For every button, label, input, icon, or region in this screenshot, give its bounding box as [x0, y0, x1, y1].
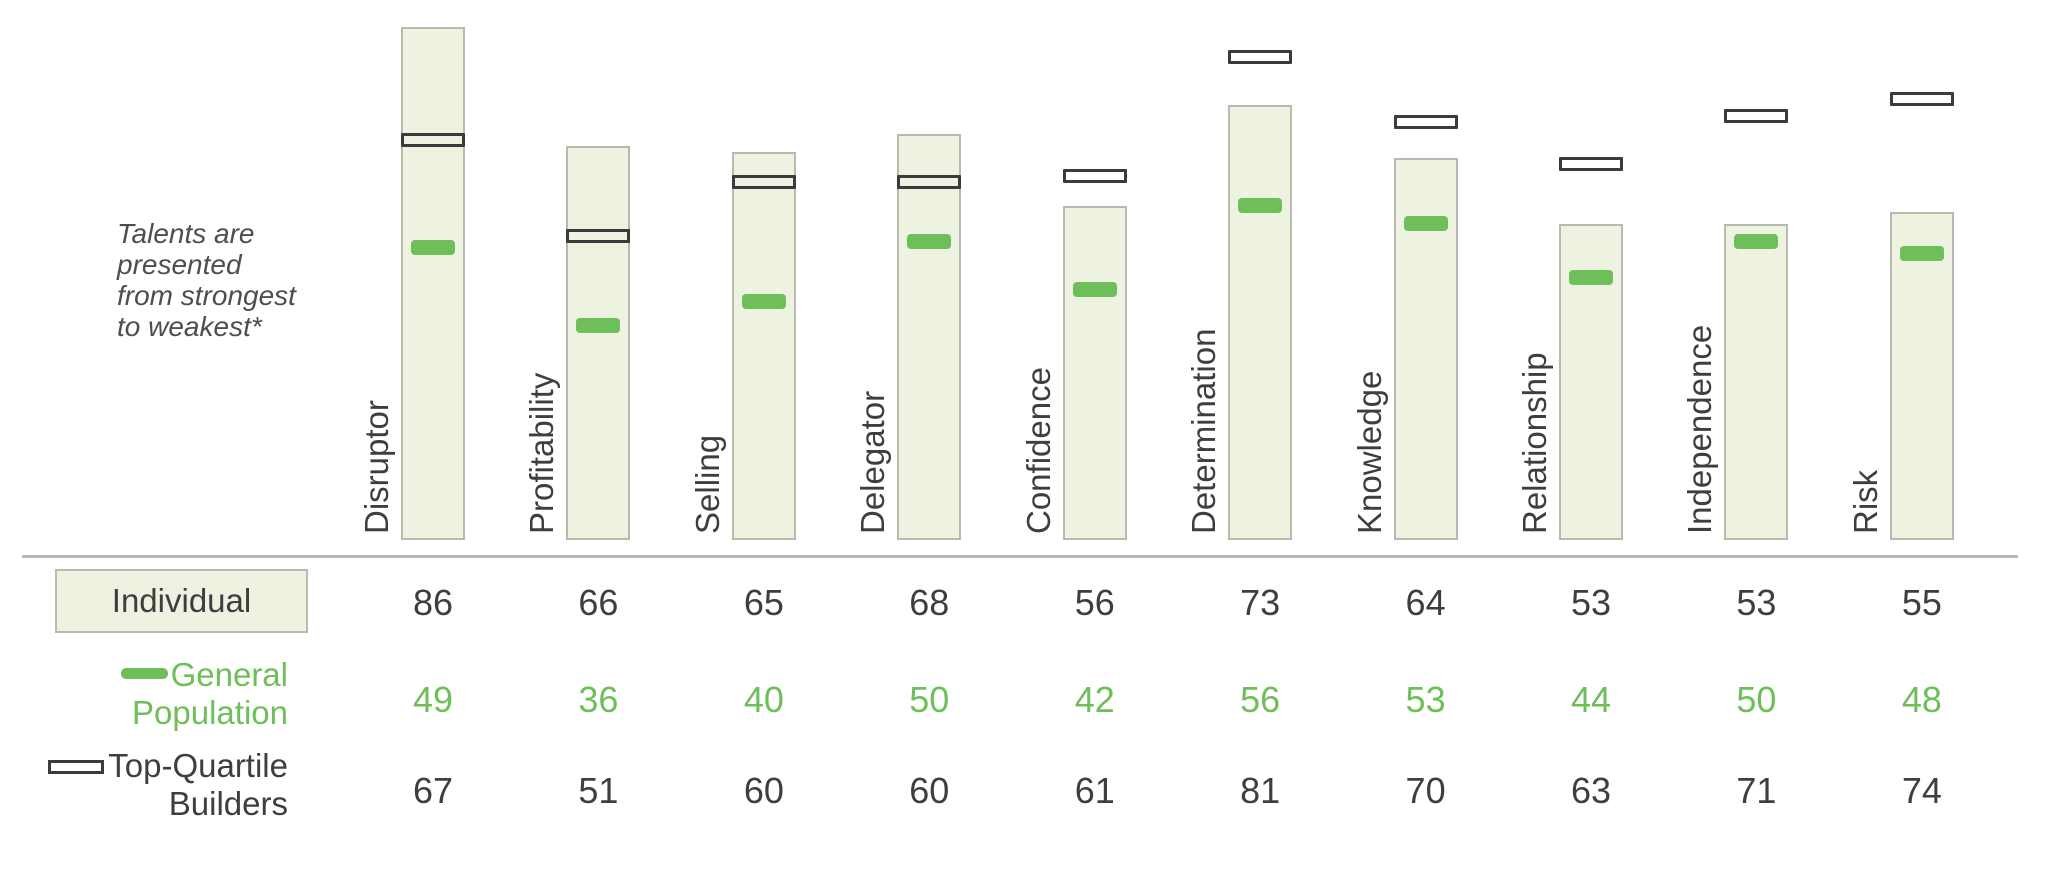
general-population-marker	[1899, 246, 1944, 262]
category-label: Selling	[688, 434, 726, 534]
top-quartile-value: 51	[578, 770, 619, 811]
individual-value: 56	[1074, 582, 1115, 623]
general-population-value: 48	[1901, 679, 1942, 720]
top-quartile-marker	[1559, 157, 1623, 172]
individual-value: 73	[1240, 582, 1281, 623]
legend-individual-label: Individual	[111, 582, 252, 619]
individual-bar	[897, 134, 962, 540]
category-label: Delegator	[854, 390, 892, 534]
general-population-value: 53	[1405, 679, 1446, 720]
individual-bar	[1062, 205, 1127, 540]
top-quartile-marker	[1228, 49, 1293, 64]
top-quartile-value: 63	[1570, 770, 1612, 811]
legend-general-population-icon	[121, 668, 168, 679]
chart-note: Talents are presented from strongest to …	[117, 218, 296, 342]
general-population-marker	[576, 317, 621, 333]
general-population-value: 36	[578, 679, 619, 720]
top-quartile-marker	[897, 175, 962, 190]
category-label: Relationship	[1516, 352, 1553, 534]
individual-value: 53	[1736, 582, 1777, 623]
top-quartile-marker	[1889, 91, 1954, 106]
top-quartile-value: 81	[1240, 770, 1281, 811]
top-quartile-marker	[1062, 169, 1127, 184]
top-quartile-value: 70	[1405, 770, 1446, 811]
top-quartile-value: 60	[743, 770, 784, 811]
top-quartile-marker	[1724, 109, 1789, 124]
category-label: Independence	[1681, 324, 1719, 534]
general-population-marker	[907, 234, 952, 250]
category-label: Knowledge	[1350, 370, 1388, 534]
top-quartile-marker	[566, 228, 631, 243]
individual-bar	[1889, 211, 1954, 540]
top-quartile-value: 71	[1736, 770, 1777, 811]
axis-separator-line	[22, 555, 2018, 558]
individual-bar	[401, 27, 465, 540]
individual-value: 65	[743, 582, 784, 623]
top-quartile-value: 67	[412, 770, 454, 811]
general-population-value: 50	[1736, 679, 1777, 720]
individual-bar	[731, 152, 796, 540]
category-label: Determination	[1185, 328, 1223, 534]
individual-bar	[566, 146, 631, 540]
individual-value: 53	[1570, 582, 1612, 623]
top-quartile-marker	[401, 133, 465, 148]
category-label: Confidence	[1019, 367, 1057, 534]
general-population-marker	[741, 293, 786, 309]
general-population-value: 56	[1240, 679, 1281, 720]
general-population-value: 42	[1074, 679, 1115, 720]
category-label: Disruptor	[358, 400, 395, 534]
individual-value: 68	[909, 582, 950, 623]
top-quartile-marker	[731, 175, 796, 190]
legend-individual-swatch: Individual	[55, 569, 308, 633]
general-population-marker	[411, 240, 455, 256]
category-label: Risk	[1846, 469, 1884, 534]
individual-bar	[1228, 104, 1293, 540]
general-population-marker	[1238, 198, 1283, 214]
individual-value: 86	[412, 582, 454, 623]
individual-bar	[1724, 223, 1789, 540]
individual-value: 64	[1405, 582, 1446, 623]
general-population-marker	[1734, 234, 1779, 250]
individual-value: 66	[578, 582, 619, 623]
general-population-value: 40	[743, 679, 784, 720]
top-quartile-value: 74	[1901, 770, 1942, 811]
legend-top-quartile-label: Top-Quartile Builders	[108, 747, 288, 822]
general-population-value: 50	[909, 679, 950, 720]
individual-value: 55	[1901, 582, 1942, 623]
top-quartile-marker	[1393, 115, 1458, 130]
general-population-marker	[1403, 216, 1448, 232]
legend-general-population-label: General Population	[132, 656, 288, 731]
top-quartile-value: 61	[1074, 770, 1115, 811]
general-population-marker	[1569, 270, 1613, 286]
top-quartile-value: 60	[909, 770, 950, 811]
legend-top-quartile-icon	[48, 760, 104, 774]
category-label: Profitability	[523, 372, 561, 534]
general-population-value: 49	[412, 679, 454, 720]
general-population-marker	[1072, 281, 1117, 297]
general-population-value: 44	[1570, 679, 1612, 720]
